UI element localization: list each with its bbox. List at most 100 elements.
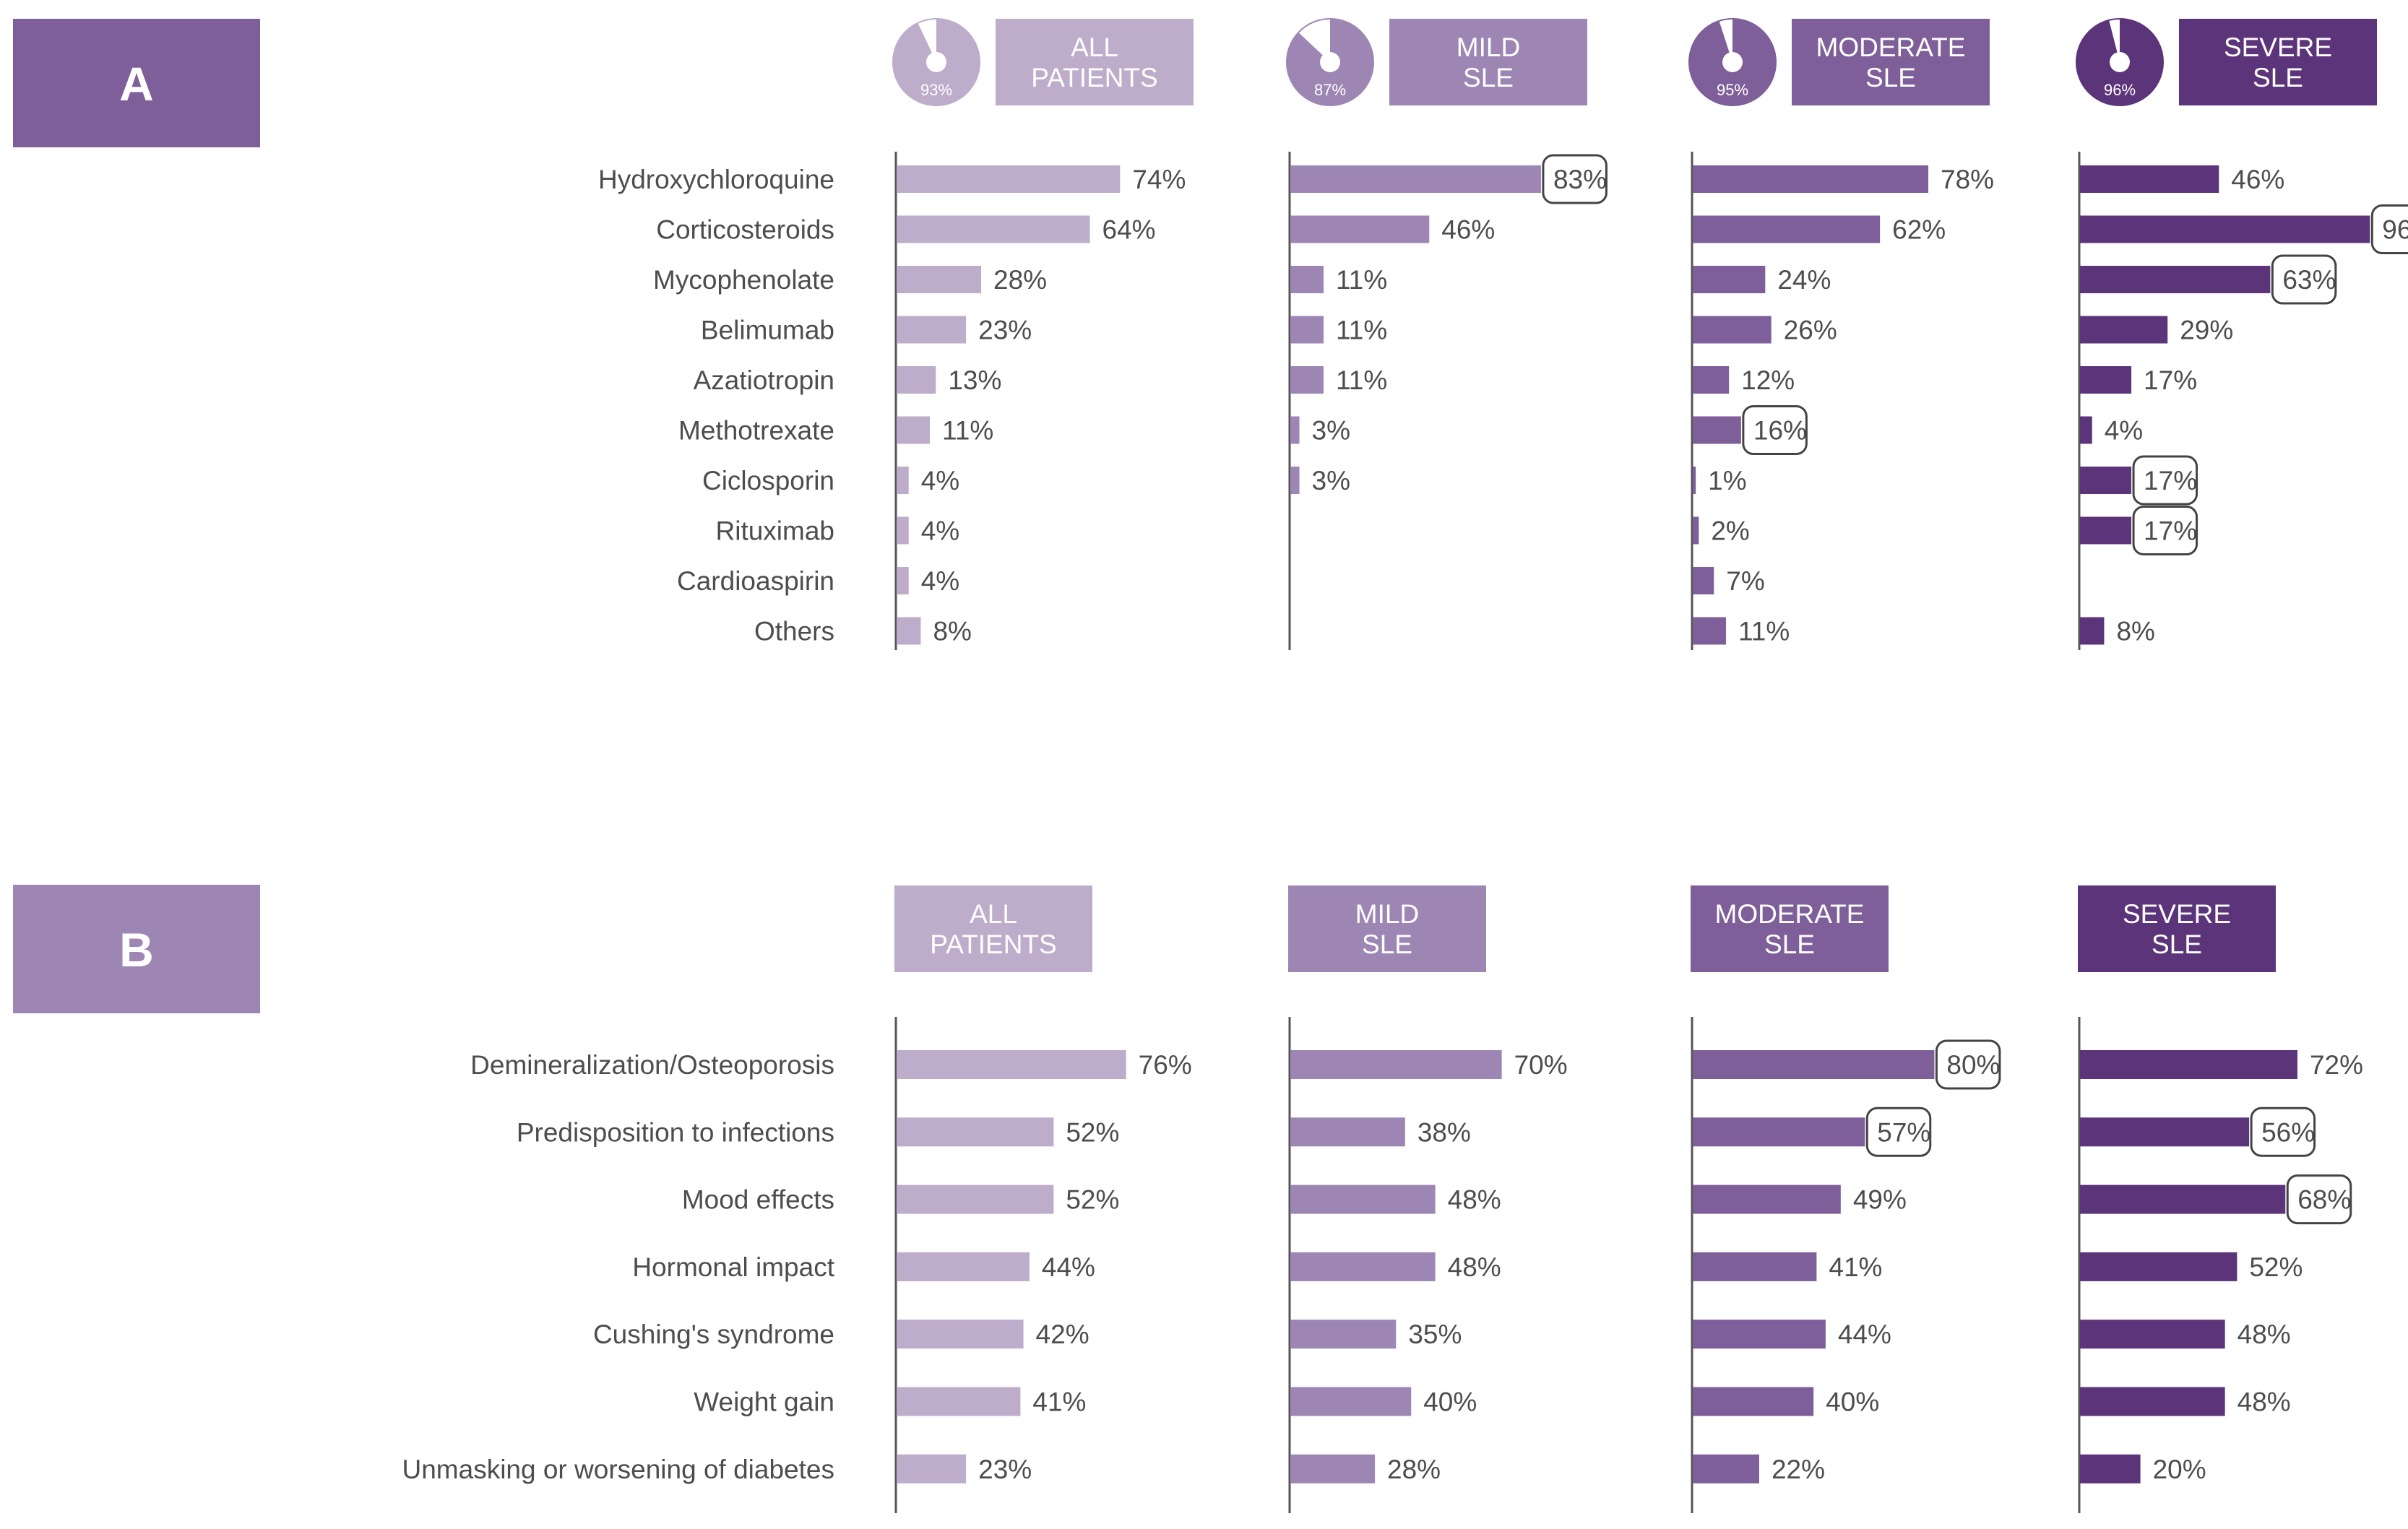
group-header-line1: SEVERE bbox=[2123, 899, 2231, 929]
panel-a-letter: A bbox=[119, 57, 154, 111]
value-label: 4% bbox=[921, 566, 959, 596]
bar bbox=[2080, 617, 2105, 645]
bar bbox=[897, 467, 909, 494]
bar bbox=[1693, 215, 1881, 243]
bar bbox=[897, 1320, 1024, 1349]
bar bbox=[1693, 617, 1726, 645]
bar bbox=[2080, 1320, 2225, 1349]
value-label: 76% bbox=[1139, 1050, 1192, 1080]
value-label: 11% bbox=[1738, 617, 1790, 646]
value-label: 48% bbox=[2237, 1320, 2291, 1349]
category-label: Unmasking or worsening of diabetes bbox=[402, 1455, 835, 1484]
value-label: 83% bbox=[1553, 165, 1607, 194]
highlight-box bbox=[1865, 1106, 1932, 1157]
group-header-line2: SLE bbox=[1362, 930, 1412, 959]
bar bbox=[1693, 316, 1772, 344]
bar bbox=[1290, 416, 1300, 444]
value-label: 57% bbox=[1877, 1117, 1930, 1147]
value-label: 11% bbox=[1336, 365, 1387, 395]
group-header-a-0 bbox=[996, 19, 1194, 105]
group-header-a-1 bbox=[1389, 19, 1587, 105]
bar bbox=[1290, 1117, 1405, 1147]
value-label: 63% bbox=[2282, 265, 2336, 295]
category-label: Rituximab bbox=[716, 516, 835, 546]
bar bbox=[897, 617, 921, 645]
group-header-b-2 bbox=[1691, 885, 1889, 972]
highlight-box bbox=[2370, 204, 2408, 254]
group-header-b-0 bbox=[894, 885, 1092, 972]
group-header-line1: MILD bbox=[1355, 899, 1419, 929]
group-header-line2: SLE bbox=[1865, 63, 1916, 92]
value-label: 72% bbox=[2310, 1050, 2363, 1080]
value-label: 38% bbox=[1417, 1117, 1471, 1147]
value-label: 74% bbox=[1132, 165, 1186, 194]
category-label: Methotrexate bbox=[678, 416, 834, 446]
bar bbox=[897, 1454, 967, 1483]
group-header-b-3 bbox=[2078, 885, 2276, 972]
value-label: 52% bbox=[1066, 1117, 1119, 1147]
value-label: 41% bbox=[1032, 1387, 1086, 1417]
value-label: 4% bbox=[921, 466, 959, 495]
group-header-line1: ALL bbox=[970, 899, 1017, 929]
bar bbox=[2080, 215, 2370, 243]
value-label: 28% bbox=[1387, 1455, 1441, 1484]
bar bbox=[1693, 467, 1696, 494]
category-label: Predisposition to infections bbox=[517, 1117, 834, 1147]
value-label: 4% bbox=[921, 516, 959, 546]
category-label: Azatiotropin bbox=[694, 365, 834, 395]
value-label: 52% bbox=[1066, 1185, 1119, 1215]
value-label: 20% bbox=[2153, 1455, 2206, 1484]
panel-a-letter-box bbox=[13, 19, 260, 147]
highlight-box bbox=[2250, 1106, 2316, 1157]
bar bbox=[897, 165, 1121, 193]
group-header-line2: SLE bbox=[2152, 930, 2202, 959]
value-label: 4% bbox=[2105, 416, 2143, 446]
group-header-line2: PATIENTS bbox=[1031, 63, 1157, 92]
highlight-box bbox=[2132, 455, 2198, 506]
bar bbox=[1693, 516, 1699, 545]
value-label: 17% bbox=[2144, 516, 2197, 546]
highlight-box bbox=[1742, 405, 1808, 455]
bar bbox=[1290, 165, 1541, 193]
bar bbox=[1290, 1320, 1397, 1349]
category-label: Hormonal impact bbox=[632, 1252, 834, 1282]
category-label: Others bbox=[754, 617, 834, 646]
bar bbox=[1290, 215, 1430, 243]
value-label: 23% bbox=[978, 316, 1032, 345]
category-label: Ciclosporin bbox=[702, 466, 834, 495]
group-header-a-2 bbox=[1792, 19, 1990, 105]
bar bbox=[1693, 1184, 1841, 1214]
value-label: 3% bbox=[1312, 466, 1350, 495]
bar bbox=[897, 316, 967, 344]
bar bbox=[1693, 1320, 1826, 1349]
group-header-line2: PATIENTS bbox=[930, 930, 1056, 959]
bar bbox=[897, 1252, 1030, 1281]
value-label: 1% bbox=[1708, 466, 1746, 495]
value-label: 2% bbox=[1711, 516, 1749, 546]
bar bbox=[1290, 266, 1324, 293]
value-label: 78% bbox=[1941, 165, 1994, 194]
value-label: 56% bbox=[2261, 1117, 2315, 1147]
value-label: 48% bbox=[2237, 1387, 2291, 1417]
value-label: 24% bbox=[1777, 265, 1831, 295]
value-label: 48% bbox=[1448, 1185, 1501, 1215]
category-label: Mycophenolate bbox=[653, 265, 834, 295]
pie-label-3: 96% bbox=[2104, 81, 2136, 99]
bar bbox=[1290, 316, 1324, 344]
category-label: Demineralization/Osteoporosis bbox=[470, 1050, 834, 1080]
category-label: Cushing's syndrome bbox=[593, 1320, 834, 1349]
bar bbox=[1290, 467, 1300, 494]
group-header-line1: ALL bbox=[1071, 33, 1118, 62]
highlight-box bbox=[2132, 506, 2198, 555]
value-label: 17% bbox=[2144, 466, 2197, 495]
value-label: 46% bbox=[2231, 165, 2284, 194]
value-label: 96% bbox=[2382, 215, 2408, 245]
pie-label-0: 93% bbox=[920, 81, 952, 99]
category-label: Cardioaspirin bbox=[677, 566, 834, 596]
pie-center-dot bbox=[926, 52, 946, 72]
bar bbox=[2080, 316, 2168, 344]
bar bbox=[1290, 1184, 1436, 1214]
value-label: 80% bbox=[1946, 1050, 2000, 1080]
category-label: Mood effects bbox=[682, 1185, 834, 1215]
